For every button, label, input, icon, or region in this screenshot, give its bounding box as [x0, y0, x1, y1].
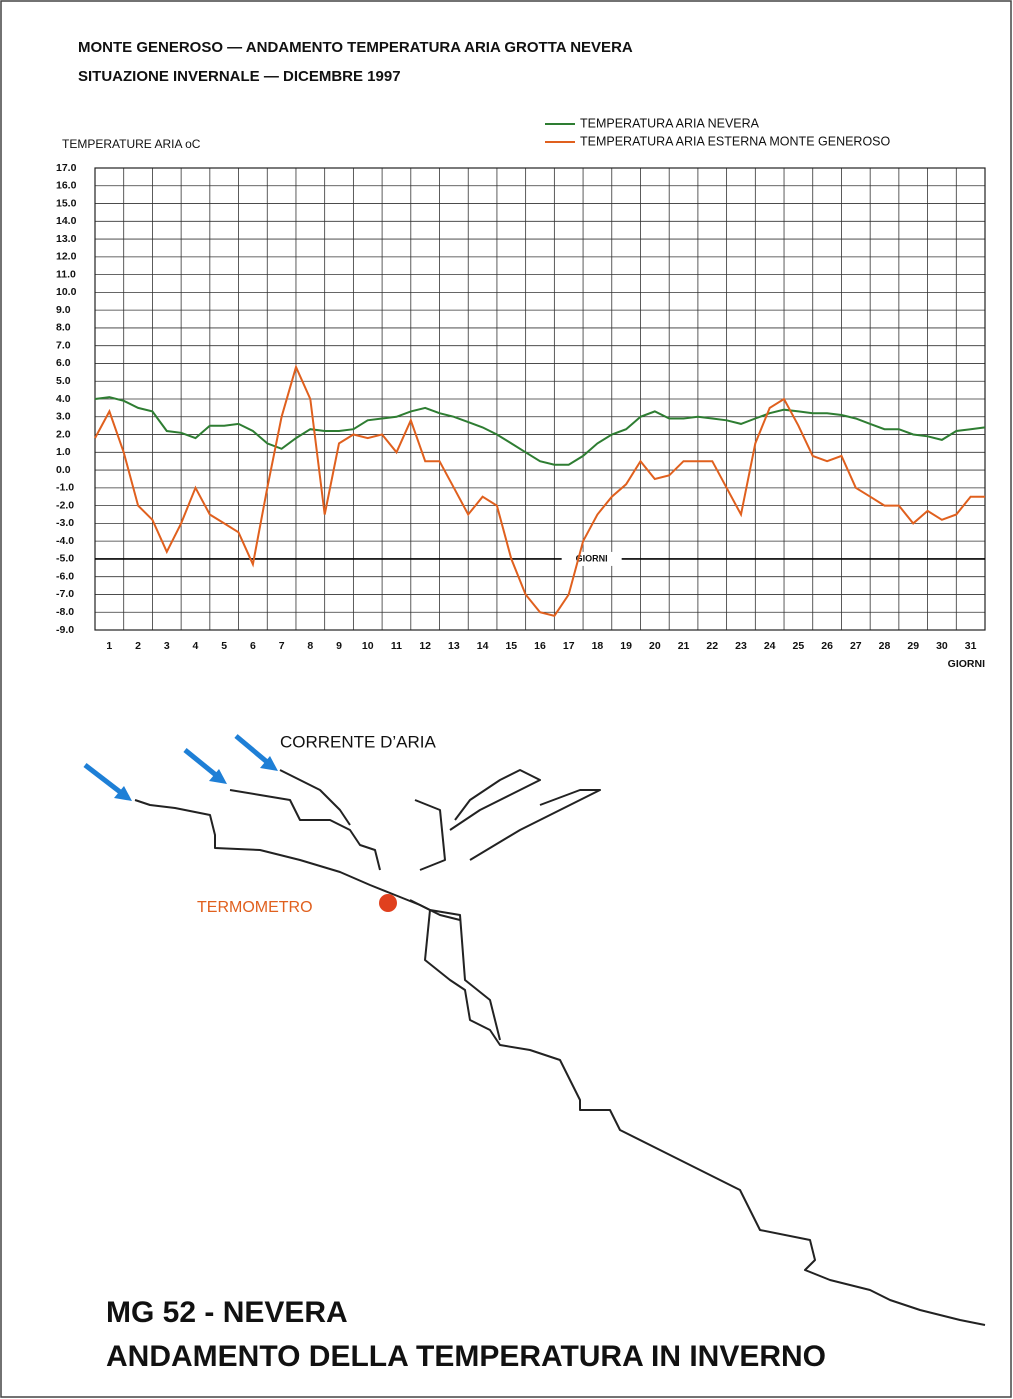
plot: 17.016.015.014.013.012.011.010.09.08.07.… [56, 116, 986, 652]
x-tick-label: 13 [448, 640, 460, 652]
y-tick-label: 10.0 [56, 286, 77, 298]
x-tick-label: 17 [563, 640, 575, 652]
y-tick-label: 12.0 [56, 251, 77, 263]
y-axis-label: TEMPERATURE ARIA oC [62, 137, 201, 151]
footer-subtitle: ANDAMENTO DELLA TEMPERATURA IN INVERNO [106, 1340, 826, 1373]
x-tick-label: 4 [193, 640, 199, 652]
cave-passage [279, 769, 351, 826]
thermometer-dot [379, 894, 397, 912]
cave-passage [409, 899, 986, 1326]
y-tick-label: 16.0 [56, 180, 77, 192]
y-tick-label: -5.0 [56, 553, 74, 565]
series-line [94, 396, 986, 466]
y-tick-label: 14.0 [56, 215, 77, 227]
x-tick-label: 6 [250, 640, 256, 652]
y-tick-label: 4.0 [56, 393, 71, 405]
x-tick-label: 27 [850, 640, 862, 652]
x-tick-label: 18 [592, 640, 604, 652]
y-tick-label: 2.0 [56, 428, 71, 440]
x-tick-label: 2 [135, 640, 141, 652]
x-axis-label: GIORNI [948, 658, 985, 670]
x-tick-label: 21 [678, 640, 690, 652]
x-tick-label: 30 [936, 640, 948, 652]
x-tick-label: 29 [907, 640, 919, 652]
thermometer-label: TERMOMETRO [197, 899, 313, 916]
x-tick-label: 9 [336, 640, 342, 652]
x-tick-label: 19 [620, 640, 632, 652]
y-tick-label: -8.0 [56, 606, 74, 618]
air-current-label: CORRENTE D’ARIA [280, 732, 437, 751]
x-tick-label: 23 [735, 640, 747, 652]
footer-title: MG 52 - NEVERA [106, 1296, 348, 1329]
y-tick-label: 6.0 [56, 357, 71, 369]
y-tick-label: 5.0 [56, 375, 71, 387]
y-tick-label: -7.0 [56, 588, 74, 600]
cave-passage [469, 789, 601, 861]
legend-label: TEMPERATURA ARIA NEVERA [580, 116, 760, 130]
air-arrowhead [114, 786, 132, 801]
y-tick-label: 3.0 [56, 411, 71, 423]
cave-passage [429, 909, 501, 1041]
chart-title: MONTE GENEROSO — ANDAMENTO TEMPERATURA A… [78, 39, 633, 56]
y-tick-label: -3.0 [56, 517, 74, 529]
cave-passage [449, 769, 541, 831]
x-tick-label: 22 [706, 640, 718, 652]
x-tick-label: 24 [764, 640, 776, 652]
x-tick-label: 31 [965, 640, 977, 652]
y-tick-label: -9.0 [56, 624, 74, 636]
x-tick-label: 15 [505, 640, 517, 652]
x-tick-label: 12 [419, 640, 431, 652]
x-tick-label: 11 [391, 640, 402, 652]
series-line [94, 364, 985, 617]
cave-diagram: CORRENTE D’ARIA TERMOMETRO [83, 732, 986, 1326]
y-tick-label: -6.0 [56, 570, 74, 582]
air-arrowhead [260, 756, 278, 771]
x-tick-label: 28 [879, 640, 891, 652]
air-arrowhead [209, 769, 227, 784]
y-tick-label: 11.0 [56, 268, 76, 280]
x-tick-label: 26 [821, 640, 833, 652]
annotation: GIORNI [576, 553, 608, 563]
cave-shaft [414, 799, 446, 871]
x-tick-label: 25 [793, 640, 805, 652]
x-tick-label: 14 [477, 640, 489, 652]
chart-subtitle: SITUAZIONE INVERNALE — DICEMBRE 1997 [78, 68, 401, 85]
x-tick-label: 10 [362, 640, 374, 652]
y-tick-label: 1.0 [56, 446, 71, 458]
y-tick-label: 9.0 [56, 304, 71, 316]
x-tick-label: 20 [649, 640, 661, 652]
y-tick-label: 15.0 [56, 197, 77, 209]
legend-label: TEMPERATURA ARIA ESTERNA MONTE GENEROSO [580, 134, 891, 148]
y-tick-label: 0.0 [56, 464, 71, 476]
x-tick-label: 3 [164, 640, 170, 652]
x-tick-label: 7 [279, 640, 285, 652]
y-tick-label: 7.0 [56, 339, 71, 351]
y-tick-label: 17.0 [56, 162, 77, 174]
y-tick-label: 8.0 [56, 322, 71, 334]
y-tick-label: -1.0 [56, 482, 74, 494]
x-tick-label: 16 [534, 640, 546, 652]
y-tick-label: 13.0 [56, 233, 77, 245]
x-tick-label: 5 [221, 640, 227, 652]
cave-passage [229, 789, 381, 871]
x-tick-label: 8 [307, 640, 313, 652]
y-tick-label: -2.0 [56, 499, 74, 511]
y-tick-label: -4.0 [56, 535, 74, 547]
x-tick-label: 1 [106, 640, 112, 652]
